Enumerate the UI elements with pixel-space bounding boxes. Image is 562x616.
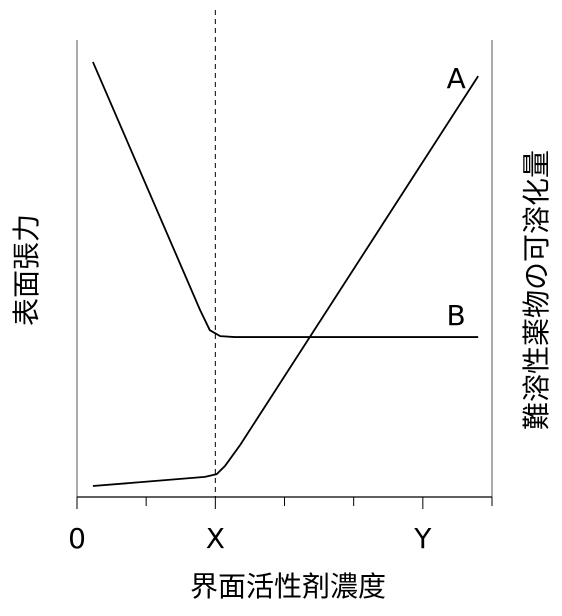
x-tick-label: X	[206, 522, 225, 555]
line-series	[92, 61, 479, 338]
x-axis-title: 界面活性剤濃度	[190, 570, 386, 603]
series-label: A	[447, 62, 466, 95]
x-tick-label: 0	[68, 522, 86, 555]
y2-axis-title: 難溶性薬物の可溶化量	[520, 150, 553, 430]
y-axis-title: 表面張力	[10, 214, 43, 326]
line-series	[92, 75, 479, 487]
x-tick-label: Y	[413, 522, 432, 555]
series-label: B	[447, 299, 466, 332]
